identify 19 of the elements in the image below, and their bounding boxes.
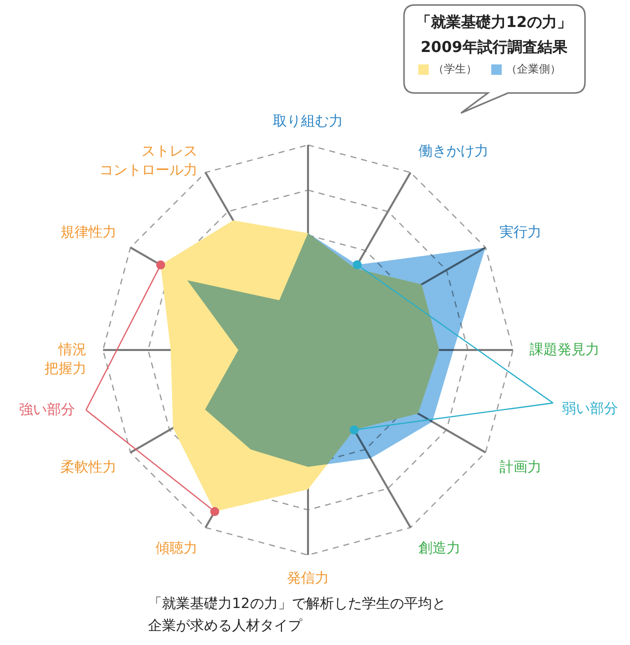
legend-label: （企業側） <box>506 62 561 76</box>
spoke-label: ストレスコントロール力 <box>99 143 198 178</box>
text: 弱い部分 <box>562 401 618 417</box>
spoke-label: 働きかけ力 <box>418 143 489 160</box>
spoke-label: 規律性力 <box>60 224 116 240</box>
spoke-label: 課題発見力 <box>529 342 600 358</box>
spoke-label: 柔軟性力 <box>60 460 116 476</box>
text: 「就業基礎力12の力」で解析した学生の平均と企業が求める人材タイプ <box>148 596 446 634</box>
legend-label: （学生） <box>433 62 477 76</box>
spoke-label: 取り組む力 <box>273 114 343 130</box>
spoke-label: 傾聴力 <box>155 540 198 557</box>
chart-subtitle: 2009年試行調査結果 <box>420 38 568 56</box>
spoke-label: 創造力 <box>418 540 461 557</box>
text: 強い部分 <box>19 402 75 418</box>
spoke-label: 情況把握力 <box>44 342 87 377</box>
spoke-label: 実行力 <box>500 224 542 240</box>
spoke-label: 発信力 <box>287 570 329 586</box>
spoke-label: 計画力 <box>500 460 542 476</box>
chart-title: 「就業基礎力12の力」 <box>416 13 572 31</box>
